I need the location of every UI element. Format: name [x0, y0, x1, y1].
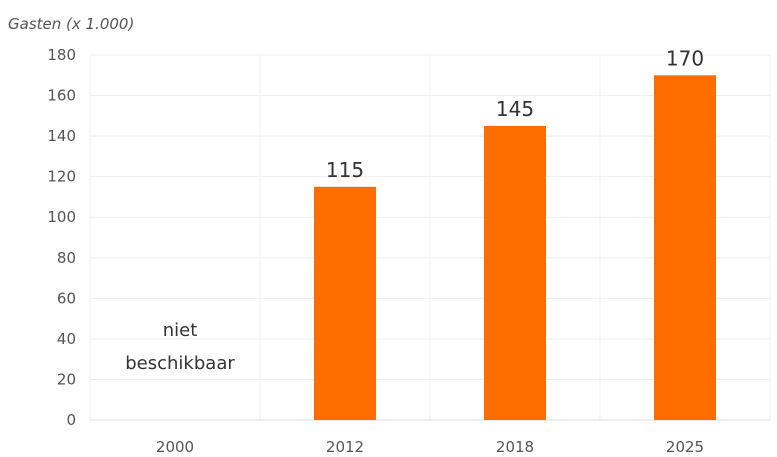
- y-axis-label: Gasten (x 1.000): [8, 15, 134, 33]
- y-axis-ticks: 0 20 40 60 80 100 120 140 160 180: [47, 46, 76, 429]
- note-line: niet: [163, 320, 198, 341]
- bar: [314, 186, 376, 420]
- note-line: beschikbaar: [125, 353, 235, 374]
- y-tick-label: 160: [47, 87, 76, 105]
- y-tick-label: 100: [47, 208, 76, 226]
- y-tick-label: 40: [57, 330, 76, 348]
- y-tick-label: 80: [57, 249, 76, 267]
- grid: [89, 54, 771, 421]
- data-label: 115: [326, 158, 364, 182]
- y-tick-label: 0: [66, 411, 76, 429]
- y-tick-label: 120: [47, 168, 76, 186]
- x-tick-label: 2012: [326, 438, 364, 456]
- x-axis-ticks: 2000 2012 2018 2025: [156, 438, 704, 456]
- y-tick-label: 60: [57, 289, 76, 307]
- y-tick-label: 20: [57, 370, 76, 388]
- bars: 115 145 170: [314, 46, 716, 421]
- x-tick-label: 2025: [666, 438, 704, 456]
- data-label: 170: [666, 46, 704, 70]
- missing-data-note: niet beschikbaar: [125, 320, 235, 374]
- y-tick-label: 140: [47, 127, 76, 145]
- data-label: 145: [496, 97, 534, 121]
- bar: [654, 75, 716, 421]
- x-tick-label: 2000: [156, 438, 194, 456]
- bar: [484, 125, 546, 420]
- x-tick-label: 2018: [496, 438, 534, 456]
- y-tick-label: 180: [47, 46, 76, 64]
